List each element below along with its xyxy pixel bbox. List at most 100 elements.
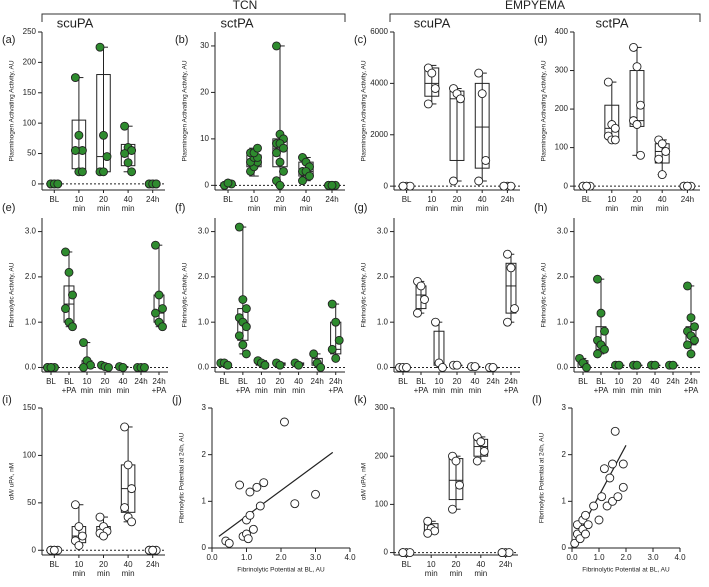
x-tick-label: BL	[219, 377, 229, 386]
y-tick-label: 2	[562, 450, 567, 459]
point	[148, 545, 158, 555]
y-tick-label: 0.0	[25, 363, 37, 372]
point	[311, 489, 320, 499]
point	[600, 326, 609, 336]
x-tick-label: min	[300, 204, 313, 213]
x-tick-label: min	[255, 386, 268, 395]
y-tick-label: 100	[555, 143, 569, 152]
x-tick-label: 20	[633, 377, 642, 386]
point	[614, 360, 624, 370]
x-tick-label: 10	[607, 195, 616, 204]
point	[259, 478, 269, 488]
point	[252, 482, 262, 492]
point	[683, 281, 692, 291]
point	[452, 360, 462, 370]
x-tick-label: 24h	[666, 377, 679, 386]
point	[503, 317, 512, 327]
point	[605, 473, 615, 483]
point	[596, 308, 606, 318]
point	[234, 331, 244, 341]
x-tick-label: BL	[596, 377, 606, 386]
point	[279, 166, 288, 176]
group-subtitle: sctPA	[221, 15, 254, 30]
point	[223, 360, 233, 370]
y-tick-label: 100	[23, 451, 37, 460]
y-tick-label: 0.0	[377, 363, 389, 372]
x-tick-label: 40	[124, 560, 133, 569]
point	[127, 167, 137, 177]
x-tick-label: 24h	[501, 195, 514, 204]
y-tick-label: 300	[555, 66, 569, 75]
y-tick-label: 0	[205, 180, 210, 189]
x-axis-label: Fibrinolytic Potential at BL, AU	[582, 567, 670, 574]
y-tick-label: 0	[562, 543, 567, 552]
y-tick-label: 2000	[370, 130, 388, 139]
x-tick-label: 24h	[499, 560, 512, 569]
x-tick-label: 40	[124, 195, 133, 204]
y-tick-label: 0	[32, 545, 37, 554]
x-tick-label: min	[81, 386, 94, 395]
x-tick-label: BL	[238, 377, 248, 386]
point	[95, 42, 105, 52]
x-tick-label: min	[117, 386, 130, 395]
point	[272, 41, 281, 51]
point	[455, 480, 464, 490]
point	[79, 338, 88, 348]
point	[234, 222, 244, 232]
y-tick-label: 150	[23, 403, 37, 412]
x-tick-label: 24h	[681, 195, 694, 204]
y-tick-label: 2	[202, 450, 207, 459]
x-tick-label: BL	[49, 560, 59, 569]
x-tick-label: min	[97, 204, 110, 213]
y-tick-label: 200	[23, 57, 37, 66]
point	[70, 73, 80, 83]
x-tick-label: 24h	[486, 377, 499, 386]
point	[74, 541, 84, 550]
panel-label: (e)	[2, 202, 15, 214]
y-tick-label: 1.0	[557, 317, 569, 326]
y-tick-label: 150	[23, 88, 37, 97]
x-tick-label: +PA	[414, 386, 429, 395]
x-tick-label: 10	[250, 195, 259, 204]
y-axis-label: Plasminogen Activating Activity, AU	[9, 60, 16, 161]
y-tick-label: 30	[200, 41, 209, 50]
point	[99, 130, 108, 140]
y-tick-label: 200	[375, 451, 389, 460]
x-tick-label: min	[474, 569, 487, 578]
x-tick-label: 24h	[329, 377, 342, 386]
point	[594, 515, 604, 525]
group-bracket	[389, 13, 701, 22]
box	[474, 82, 490, 169]
x-tick-label: min	[72, 569, 85, 578]
point	[618, 482, 628, 492]
point	[68, 322, 77, 332]
x-tick-label: 10	[615, 377, 624, 386]
point	[241, 322, 251, 332]
y-tick-label: 0.0	[198, 363, 210, 372]
point	[510, 304, 519, 314]
point	[272, 148, 281, 158]
point	[636, 150, 645, 160]
y-tick-label: 6000	[370, 27, 388, 36]
y-tick-label: 3	[202, 403, 207, 412]
x-tick-label: 20	[453, 195, 462, 204]
point	[470, 362, 480, 372]
x-tick-label: 20	[452, 560, 461, 569]
point	[158, 322, 167, 332]
x-tick-label: 24h	[684, 377, 697, 386]
panel-label: (g)	[354, 202, 367, 214]
y-tick-label: 0	[564, 181, 569, 190]
y-axis-label: Fibrinolytic Activity, AU	[361, 262, 368, 327]
point	[632, 62, 642, 72]
y-tick-label: 3	[562, 403, 567, 412]
point	[241, 349, 251, 359]
x-tick-label: min	[248, 204, 261, 213]
x-tick-label: +PA	[328, 386, 343, 395]
panel-label: (i)	[2, 394, 12, 406]
point	[99, 167, 108, 177]
panel-label: (b)	[175, 34, 188, 46]
x-axis-label: Fibrinolytic Potential at BL, AU	[237, 567, 325, 574]
point	[49, 545, 59, 555]
x-tick-label: min	[451, 386, 464, 395]
point	[290, 499, 300, 509]
